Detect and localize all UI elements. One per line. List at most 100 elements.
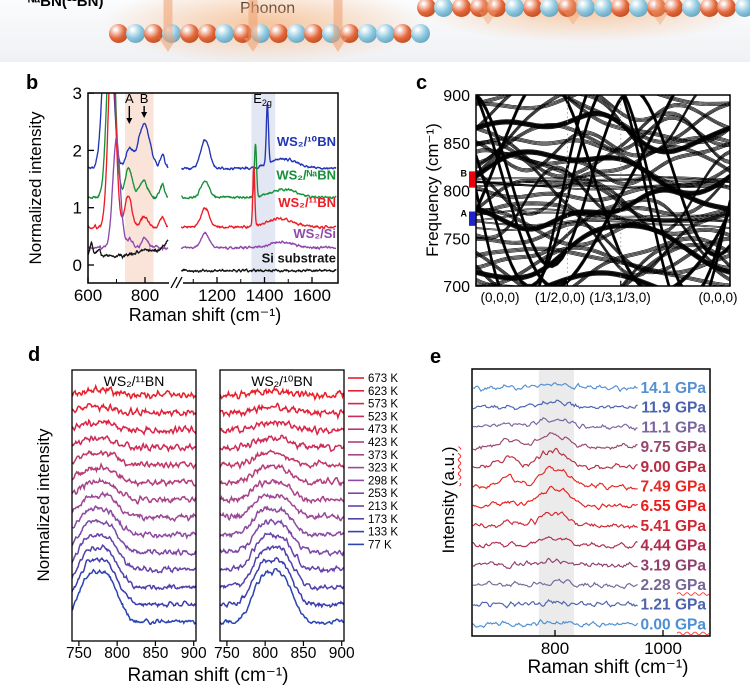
arrow-shaft [568,0,578,13]
phonon-arrow-icon [329,0,347,52]
legend-item: 423 K [348,437,398,449]
panel-d-x-axis-label: Raman shift (cm⁻¹) [127,665,289,686]
tick-label: 2 [73,141,82,160]
legend-label: 473 K [368,424,398,436]
spectrum-trace [220,518,344,557]
phonon-band [476,103,730,176]
pressure-label: 9.00 GPa [641,459,707,476]
legend-item: 253 K [348,488,398,500]
pressure-label: 7.49 GPa [641,479,707,496]
phonon-band [476,180,730,187]
plot-frame [87,92,339,284]
legend-label: 423 K [368,437,398,449]
phonon-band [476,95,730,145]
phonon-band [476,244,730,286]
phonon-band [476,245,730,286]
phonon-band [476,238,730,286]
plot-frame [71,369,197,642]
phonon-band [476,247,730,273]
arrow-shaft [655,0,665,13]
arrow-head [651,12,669,25]
panel-b-y-axis-label: Normalized intensity [26,111,45,265]
spectrum-trace [180,166,337,230]
spectrum-trace [72,402,196,418]
legend-item: 573 K [348,399,398,411]
phonon-band [476,221,730,231]
curves-group [88,93,337,274]
pressure-label: 4.44 GPa [641,538,707,555]
atom-orange [611,0,631,17]
phonon-band [476,239,730,286]
tick-label: 1400 [246,286,284,305]
atom-blue [215,23,235,43]
intensity-label-text: Intensity [439,490,458,554]
bands-group [476,95,730,286]
bn-isotope-label: ᴺᵃBN(¹¹BN) [28,0,104,10]
spectrum-trace [220,385,344,402]
phonon-band [476,142,730,185]
subpanel-title: WS₂/¹⁰BN [251,373,313,389]
spectrum-trace [72,568,196,626]
phonon-band [476,184,730,201]
spectrum-trace [472,399,638,411]
pressure-label: 1.21 GPa [641,597,707,614]
panel-c-letter: c [416,72,428,94]
atom-blue [375,23,395,43]
phonon-band [590,95,696,150]
peak-a-arrow-icon [126,118,133,124]
legend-item: 623 K [348,386,398,398]
legend-item: 298 K [348,475,398,487]
spectrum-trace [220,505,344,539]
phonon-band [476,209,730,218]
spectrum-trace [220,402,344,421]
panel-e-y-axis-label: Intensity (a.u.) [439,390,459,610]
spectrum-trace [72,449,196,470]
tick-label: 0 [73,256,82,275]
spectrum-trace [220,531,344,574]
shaded-band [538,370,574,635]
phonon-band [476,246,730,286]
spectrum-trace [88,93,169,170]
spectrum-trace [220,449,344,471]
k-point-label: (0,0,0) [698,290,737,305]
pressure-label: 5.41 GPa [641,518,707,535]
phonon-band [476,118,730,153]
tick-label: 1 [73,199,82,218]
spectrum-trace [181,103,337,171]
panel-e-chart: 14.1 GPa 11.9 GPa 11.1 GPa 9.75 GPa 9.00 GPa… [471,368,711,658]
spectrum-trace [88,93,168,230]
legend-label: 213 K [368,501,398,513]
tick-label: 1600 [293,286,331,305]
series-label: WS₂/¹¹BN [278,195,336,210]
phonon-band [476,140,730,183]
phonon-band [476,95,730,161]
atom-blue [628,0,648,17]
phonon-band [476,95,730,142]
legend-item: 323 K [348,463,398,475]
atom-blue [505,0,524,17]
legend-item: 77 K [348,539,392,551]
phonon-band [476,95,730,162]
atom-blue [540,0,560,17]
peak-b-label: B [140,91,149,106]
legend-item: 523 K [348,411,398,423]
atom-orange [469,0,489,17]
spectrum-trace [180,231,337,251]
k-point-label: (1/3,1/3,0) [589,290,651,305]
atom-orange [451,0,471,17]
phonon-band [476,250,730,275]
atom-orange [558,0,578,17]
phonon-band [476,242,730,286]
spectrum-trace [220,544,344,592]
phonon-band [476,117,730,152]
phonon-band [546,272,655,286]
phonon-band [476,246,730,272]
phonon-band [476,248,730,274]
phonon-band [476,211,730,221]
arrow-shaft [483,0,493,13]
tick-label: 700 [443,279,470,296]
spectrum-trace [72,532,196,574]
atom-orange [268,23,288,43]
k-point-label: (1/2,0,0) [535,290,585,305]
